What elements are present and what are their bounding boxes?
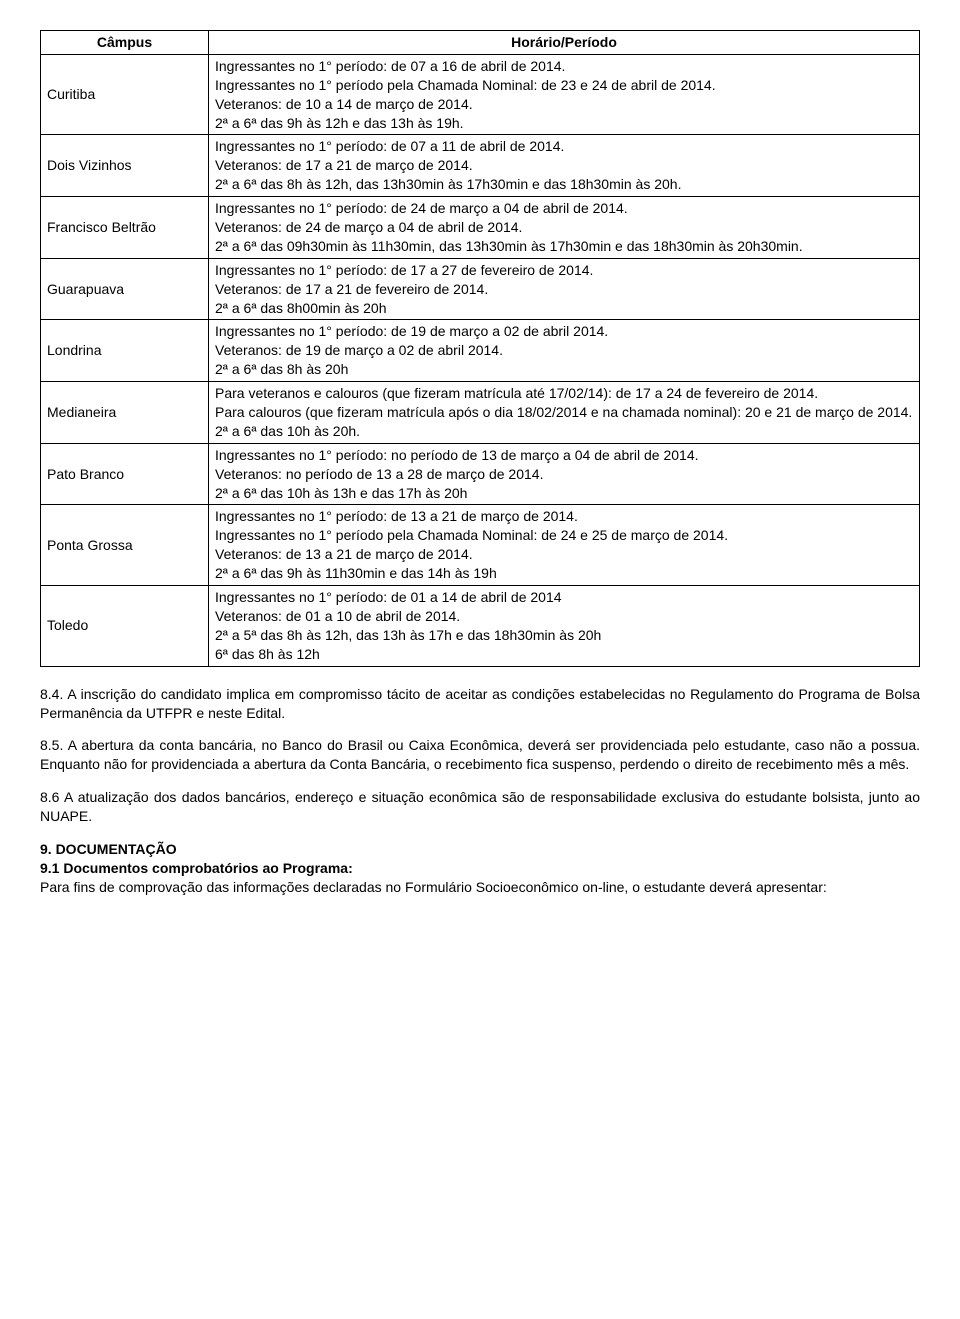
horario-line: 2ª a 6ª das 8h00min às 20h	[215, 299, 913, 318]
schedule-table: Câmpus Horário/Período Curitiba Ingressan…	[40, 30, 920, 667]
horario-line: 2ª a 5ª das 8h às 12h, das 13h às 17h e …	[215, 626, 913, 645]
horario-line: Ingressantes no 1° período: de 07 a 11 d…	[215, 137, 913, 156]
horario-line: 2ª a 6ª das 9h às 11h30min e das 14h às …	[215, 564, 913, 583]
horario-line: 2ª a 6ª das 09h30min às 11h30min, das 13…	[215, 237, 913, 256]
horario-line: Ingressantes no 1° período: de 07 a 16 d…	[215, 57, 913, 76]
table-row: Curitiba Ingressantes no 1° período: de 0…	[41, 54, 920, 135]
table-row: Francisco Beltrão Ingressantes no 1° perí…	[41, 197, 920, 259]
horario-cell: Ingressantes no 1° período: de 13 a 21 d…	[209, 505, 920, 586]
horario-cell: Ingressantes no 1° período: de 19 de mar…	[209, 320, 920, 382]
horario-line: Ingressantes no 1° período: de 19 de mar…	[215, 322, 913, 341]
paragraph-8-5: 8.5. A abertura da conta bancária, no Ba…	[40, 736, 920, 774]
horario-cell: Ingressantes no 1° período: de 24 de mar…	[209, 197, 920, 259]
th-horario: Horário/Período	[209, 31, 920, 55]
table-row: Medianeira Para veteranos e calouros (que…	[41, 382, 920, 444]
section-9: 9. DOCUMENTAÇÃO 9.1 Documentos comprobat…	[40, 840, 920, 897]
horario-cell: Ingressantes no 1° período: de 17 a 27 d…	[209, 258, 920, 320]
horario-line: Ingressantes no 1° período: de 01 a 14 d…	[215, 588, 913, 607]
horario-line: 2ª a 6ª das 9h às 12h e das 13h às 19h.	[215, 114, 913, 133]
horario-line: Ingressantes no 1° período: de 17 a 27 d…	[215, 261, 913, 280]
paragraph-8-6: 8.6 A atualização dos dados bancários, e…	[40, 788, 920, 826]
horario-line: Ingressantes no 1° período: de 13 a 21 d…	[215, 507, 913, 526]
horario-line: Ingressantes no 1° período: de 24 de mar…	[215, 199, 913, 218]
table-row: Toledo Ingressantes no 1° período: de 01 …	[41, 586, 920, 667]
horario-line: Veteranos: de 24 de março a 04 de abril …	[215, 218, 913, 237]
table-row: Londrina Ingressantes no 1° período: de 1…	[41, 320, 920, 382]
horario-line: Veteranos: de 01 a 10 de abril de 2014.	[215, 607, 913, 626]
section-9-1-prefix: 9.1 Documentos comprobatórios ao Program…	[40, 860, 353, 876]
table-row: Guarapuava Ingressantes no 1° período: de…	[41, 258, 920, 320]
table-row: Pato Branco Ingressantes no 1° período: n…	[41, 443, 920, 505]
campus-cell: Curitiba	[41, 54, 209, 135]
horario-line: 2ª a 6ª das 10h às 13h e das 17h às 20h	[215, 484, 913, 503]
horario-line: Veteranos: no período de 13 a 28 de març…	[215, 465, 913, 484]
horario-cell: Ingressantes no 1° período: de 07 a 11 d…	[209, 135, 920, 197]
section-9-1-body: Para fins de comprovação das informações…	[40, 879, 827, 895]
table-row: Ponta Grossa Ingressantes no 1° período: …	[41, 505, 920, 586]
horario-line: 2ª a 6ª das 8h às 12h, das 13h30min às 1…	[215, 175, 913, 194]
horario-line: Para calouros (que fizeram matrícula apó…	[215, 403, 913, 422]
table-row: Dois Vizinhos Ingressantes no 1° período:…	[41, 135, 920, 197]
horario-line: 2ª a 6ª das 8h às 20h	[215, 360, 913, 379]
campus-cell: Dois Vizinhos	[41, 135, 209, 197]
campus-cell: Londrina	[41, 320, 209, 382]
campus-cell: Guarapuava	[41, 258, 209, 320]
horario-cell: Ingressantes no 1° período: de 01 a 14 d…	[209, 586, 920, 667]
horario-line: Veteranos: de 13 a 21 de março de 2014.	[215, 545, 913, 564]
horario-cell: Para veteranos e calouros (que fizeram m…	[209, 382, 920, 444]
section-9-title: 9. DOCUMENTAÇÃO	[40, 841, 177, 857]
horario-cell: Ingressantes no 1° período: no período d…	[209, 443, 920, 505]
horario-line: Veteranos: de 17 a 21 de março de 2014.	[215, 156, 913, 175]
horario-cell: Ingressantes no 1° período: de 07 a 16 d…	[209, 54, 920, 135]
horario-line: Para veteranos e calouros (que fizeram m…	[215, 384, 913, 403]
campus-cell: Medianeira	[41, 382, 209, 444]
horario-line: 2ª a 6ª das 10h às 20h.	[215, 422, 913, 441]
horario-line: Veteranos: de 19 de março a 02 de abril …	[215, 341, 913, 360]
horario-line: Ingressantes no 1° período: no período d…	[215, 446, 913, 465]
campus-cell: Ponta Grossa	[41, 505, 209, 586]
horario-line: Veteranos: de 10 a 14 de março de 2014.	[215, 95, 913, 114]
horario-line: 6ª das 8h às 12h	[215, 645, 913, 664]
campus-cell: Francisco Beltrão	[41, 197, 209, 259]
paragraph-8-4: 8.4. A inscrição do candidato implica em…	[40, 685, 920, 723]
horario-line: Ingressantes no 1° período pela Chamada …	[215, 76, 913, 95]
horario-line: Veteranos: de 17 a 21 de fevereiro de 20…	[215, 280, 913, 299]
campus-cell: Toledo	[41, 586, 209, 667]
horario-line: Ingressantes no 1° período pela Chamada …	[215, 526, 913, 545]
th-campus: Câmpus	[41, 31, 209, 55]
campus-cell: Pato Branco	[41, 443, 209, 505]
